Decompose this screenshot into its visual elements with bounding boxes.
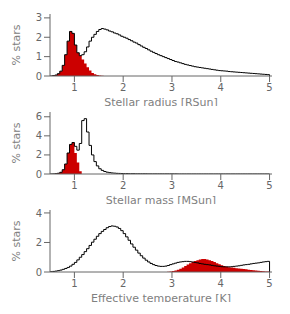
svg-text:4: 4 xyxy=(218,180,224,191)
svg-text:5: 5 xyxy=(266,278,272,289)
svg-text:4: 4 xyxy=(36,208,42,219)
svg-text:% stars: % stars xyxy=(10,24,23,65)
svg-text:Stellar mass [MSun]: Stellar mass [MSun] xyxy=(106,194,216,204)
svg-text:1: 1 xyxy=(71,180,77,191)
svg-text:2: 2 xyxy=(120,180,126,191)
svg-text:2: 2 xyxy=(36,32,42,43)
svg-text:2: 2 xyxy=(120,278,126,289)
svg-text:0: 0 xyxy=(36,267,42,278)
svg-text:% stars: % stars xyxy=(10,122,23,163)
svg-text:2: 2 xyxy=(120,82,126,93)
svg-text:4: 4 xyxy=(36,130,42,141)
svg-text:6: 6 xyxy=(36,111,42,122)
svg-text:0: 0 xyxy=(36,71,42,82)
svg-text:3: 3 xyxy=(36,12,42,23)
svg-text:1: 1 xyxy=(71,278,77,289)
svg-text:3: 3 xyxy=(169,82,175,93)
svg-text:5: 5 xyxy=(266,82,272,93)
svg-text:4: 4 xyxy=(218,278,224,289)
svg-text:3: 3 xyxy=(169,180,175,191)
svg-text:Stellar radius [RSun]: Stellar radius [RSun] xyxy=(104,96,218,106)
svg-text:2: 2 xyxy=(36,237,42,248)
svg-text:5: 5 xyxy=(266,180,272,191)
svg-text:Effective temperature [K]: Effective temperature [K] xyxy=(91,292,231,302)
svg-text:% stars: % stars xyxy=(10,220,23,261)
svg-text:0: 0 xyxy=(36,169,42,180)
svg-text:1: 1 xyxy=(71,82,77,93)
svg-text:3: 3 xyxy=(169,278,175,289)
svg-text:2: 2 xyxy=(36,149,42,160)
svg-text:1: 1 xyxy=(36,51,42,62)
svg-text:4: 4 xyxy=(218,82,224,93)
